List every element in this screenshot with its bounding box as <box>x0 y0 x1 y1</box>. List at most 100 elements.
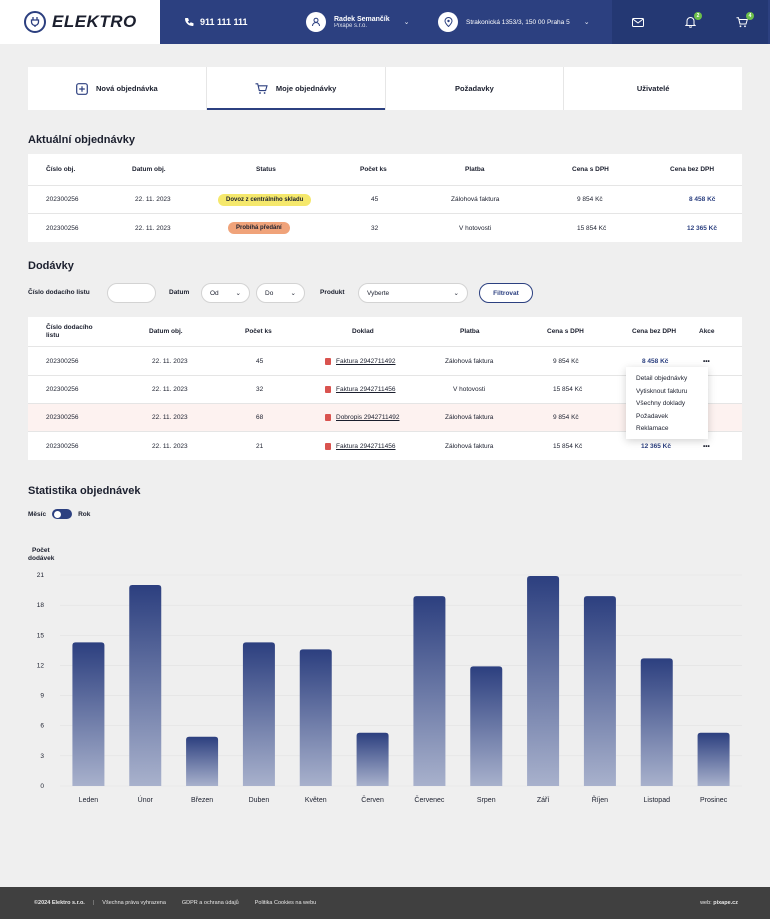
delivery-number: 202300256 <box>46 386 79 393</box>
more-actions-icon[interactable]: ••• <box>703 357 710 365</box>
document-link[interactable]: Dobropis 2942711492 <box>325 414 400 421</box>
order-price-novat: 8 458 Kč <box>689 196 716 203</box>
location-selector[interactable]: Strakonická 1353/3, 150 00 Praha 5 ⌄ <box>438 0 590 44</box>
footer-rights: Všechna práva vyhrazena <box>102 900 166 906</box>
col-header: Doklad <box>352 328 374 335</box>
mail-icon <box>632 17 644 27</box>
date-from-select[interactable]: Od ⌄ <box>201 283 250 303</box>
bar-červen[interactable] <box>356 732 389 786</box>
y-axis-label: Počet <box>32 547 51 554</box>
pdf-icon <box>325 386 331 393</box>
chevron-down-icon: ⌄ <box>583 19 590 26</box>
table-row[interactable]: 202300256 22. 11. 2023 Probíhá předání 3… <box>28 214 742 242</box>
document-link[interactable]: Faktura 2942711492 <box>325 357 396 365</box>
x-tick-label: Červen <box>361 795 384 804</box>
order-qty: 32 <box>371 224 379 232</box>
document-label: Dobropis 2942711492 <box>336 414 400 421</box>
more-actions-icon[interactable]: ••• <box>703 442 710 450</box>
product-label: Produkt <box>320 289 345 296</box>
col-header: Cena s DPH <box>572 166 609 173</box>
deliveries-title: Dodávky <box>28 260 74 272</box>
tab-label: Požadavky <box>454 84 494 93</box>
bar-únor[interactable] <box>129 585 162 786</box>
order-payment: Zálohová faktura <box>451 196 500 203</box>
bar-květen[interactable] <box>299 649 332 786</box>
col-header: Počet ks <box>245 328 272 335</box>
col-header: Počet ks <box>360 166 387 173</box>
delivery-note-input[interactable] <box>107 283 156 303</box>
bar-srpen[interactable] <box>470 666 503 786</box>
user-name: Radek Semančík <box>334 15 390 23</box>
product-select[interactable]: Vyberte ⌄ <box>358 283 468 303</box>
x-tick-label: Říjen <box>592 795 608 804</box>
bar-březen[interactable] <box>186 736 219 786</box>
menu-item-print-invoice[interactable]: Vytisknout fakturu <box>636 387 688 395</box>
footer-gdpr-link[interactable]: GDPR a ochrana údajů <box>181 900 239 906</box>
menu-item-request[interactable]: Požadavek <box>636 412 669 420</box>
bar-září[interactable] <box>527 576 560 786</box>
tab-users[interactable]: Uživatelé <box>564 67 742 110</box>
plus-square-icon <box>76 82 88 95</box>
y-tick-label: 9 <box>40 693 44 700</box>
delivery-qty: 68 <box>256 414 264 421</box>
bar-leden[interactable] <box>72 642 105 786</box>
delivery-number: 202300256 <box>46 357 79 365</box>
delivery-price-vat: 9 854 Kč <box>553 357 579 365</box>
order-date: 22. 11. 2023 <box>135 196 171 203</box>
notifications-button[interactable]: 2 <box>664 0 716 44</box>
location-pin-icon <box>438 12 458 32</box>
table-row[interactable]: 202300256 22. 11. 2023 68 Dobropis 29427… <box>28 404 742 432</box>
chevron-down-icon: ⌄ <box>453 290 459 297</box>
date-from-value: Od <box>210 289 219 297</box>
chevron-down-icon: ⌄ <box>403 19 410 26</box>
bar-prosinec[interactable] <box>697 732 730 786</box>
tab-new-order[interactable]: Nová objednávka <box>28 67 207 110</box>
footer-web-label: web: <box>700 900 712 906</box>
period-toggle-group: Měsíc Rok <box>28 509 90 519</box>
user-menu[interactable]: Radek Semančík Pixape s.r.o. ⌄ <box>306 0 410 44</box>
toggle-label-month: Měsíc <box>28 510 47 518</box>
location-text: Strakonická 1353/3, 150 00 Praha 5 <box>466 18 570 26</box>
pdf-icon <box>325 414 331 421</box>
phone-contact[interactable]: 911 111 111 <box>184 0 248 44</box>
order-date: 22. 11. 2023 <box>135 224 171 232</box>
y-axis-label: dodávek <box>28 555 55 562</box>
delivery-date: 22. 11. 2023 <box>152 386 188 393</box>
menu-item-complaint[interactable]: Reklamace <box>636 425 669 432</box>
tab-my-orders[interactable]: Moje objednávky <box>206 67 386 110</box>
document-link[interactable]: Faktura 2942711456 <box>325 386 396 393</box>
tab-requests[interactable]: Požadavky <box>386 67 565 110</box>
cart-button[interactable]: 4 <box>716 0 768 44</box>
logo[interactable]: ELEKTRO <box>0 0 160 44</box>
bar-říjen[interactable] <box>583 596 616 786</box>
tab-label: Uživatelé <box>636 84 670 93</box>
product-value: Vyberte <box>367 289 390 297</box>
current-orders-table: Číslo obj. Datum obj. Status Počet ks Pl… <box>28 154 742 242</box>
bar-listopad[interactable] <box>640 658 673 786</box>
filter-button[interactable]: Filtrovat <box>479 283 533 303</box>
delivery-number: 202300256 <box>46 414 79 421</box>
current-orders-title: Aktuální objednávky <box>28 134 135 146</box>
document-link[interactable]: Faktura 2942711456 <box>325 442 396 450</box>
period-toggle[interactable] <box>52 509 73 519</box>
mail-button[interactable] <box>612 0 664 44</box>
menu-item-all-documents[interactable]: Všechny doklady <box>636 400 686 407</box>
table-row[interactable]: 202300256 22. 11. 2023 Dovoz z centrální… <box>28 186 742 214</box>
bar-duben[interactable] <box>242 642 275 786</box>
table-row[interactable]: 202300256 22. 11. 2023 45 Faktura 294271… <box>28 347 742 376</box>
footer-web[interactable]: web: pixape.cz <box>700 900 738 906</box>
menu-item-order-detail[interactable]: Detail objednávky <box>636 375 688 382</box>
x-tick-label: Prosinec <box>700 797 728 804</box>
header-bar: 911 111 111 Radek Semančík Pixape s.r.o.… <box>160 0 770 44</box>
table-row[interactable]: 202300256 22. 11. 2023 21 Faktura 294271… <box>28 432 742 460</box>
date-label: Datum <box>169 289 190 296</box>
footer-cookies-link[interactable]: Politika Cookies na webu <box>254 900 317 906</box>
footer-divider: | <box>92 900 95 906</box>
bell-icon <box>684 17 696 28</box>
bar-červenec[interactable] <box>413 596 446 786</box>
delivery-payment: Zálohová faktura <box>445 357 494 365</box>
date-to-select[interactable]: Do ⌄ <box>256 283 305 303</box>
user-icon <box>306 12 326 32</box>
delivery-price-novat: 12 365 Kč <box>641 442 671 450</box>
row-actions-menu: Detail objednávky Vytisknout fakturu Vše… <box>626 367 708 439</box>
